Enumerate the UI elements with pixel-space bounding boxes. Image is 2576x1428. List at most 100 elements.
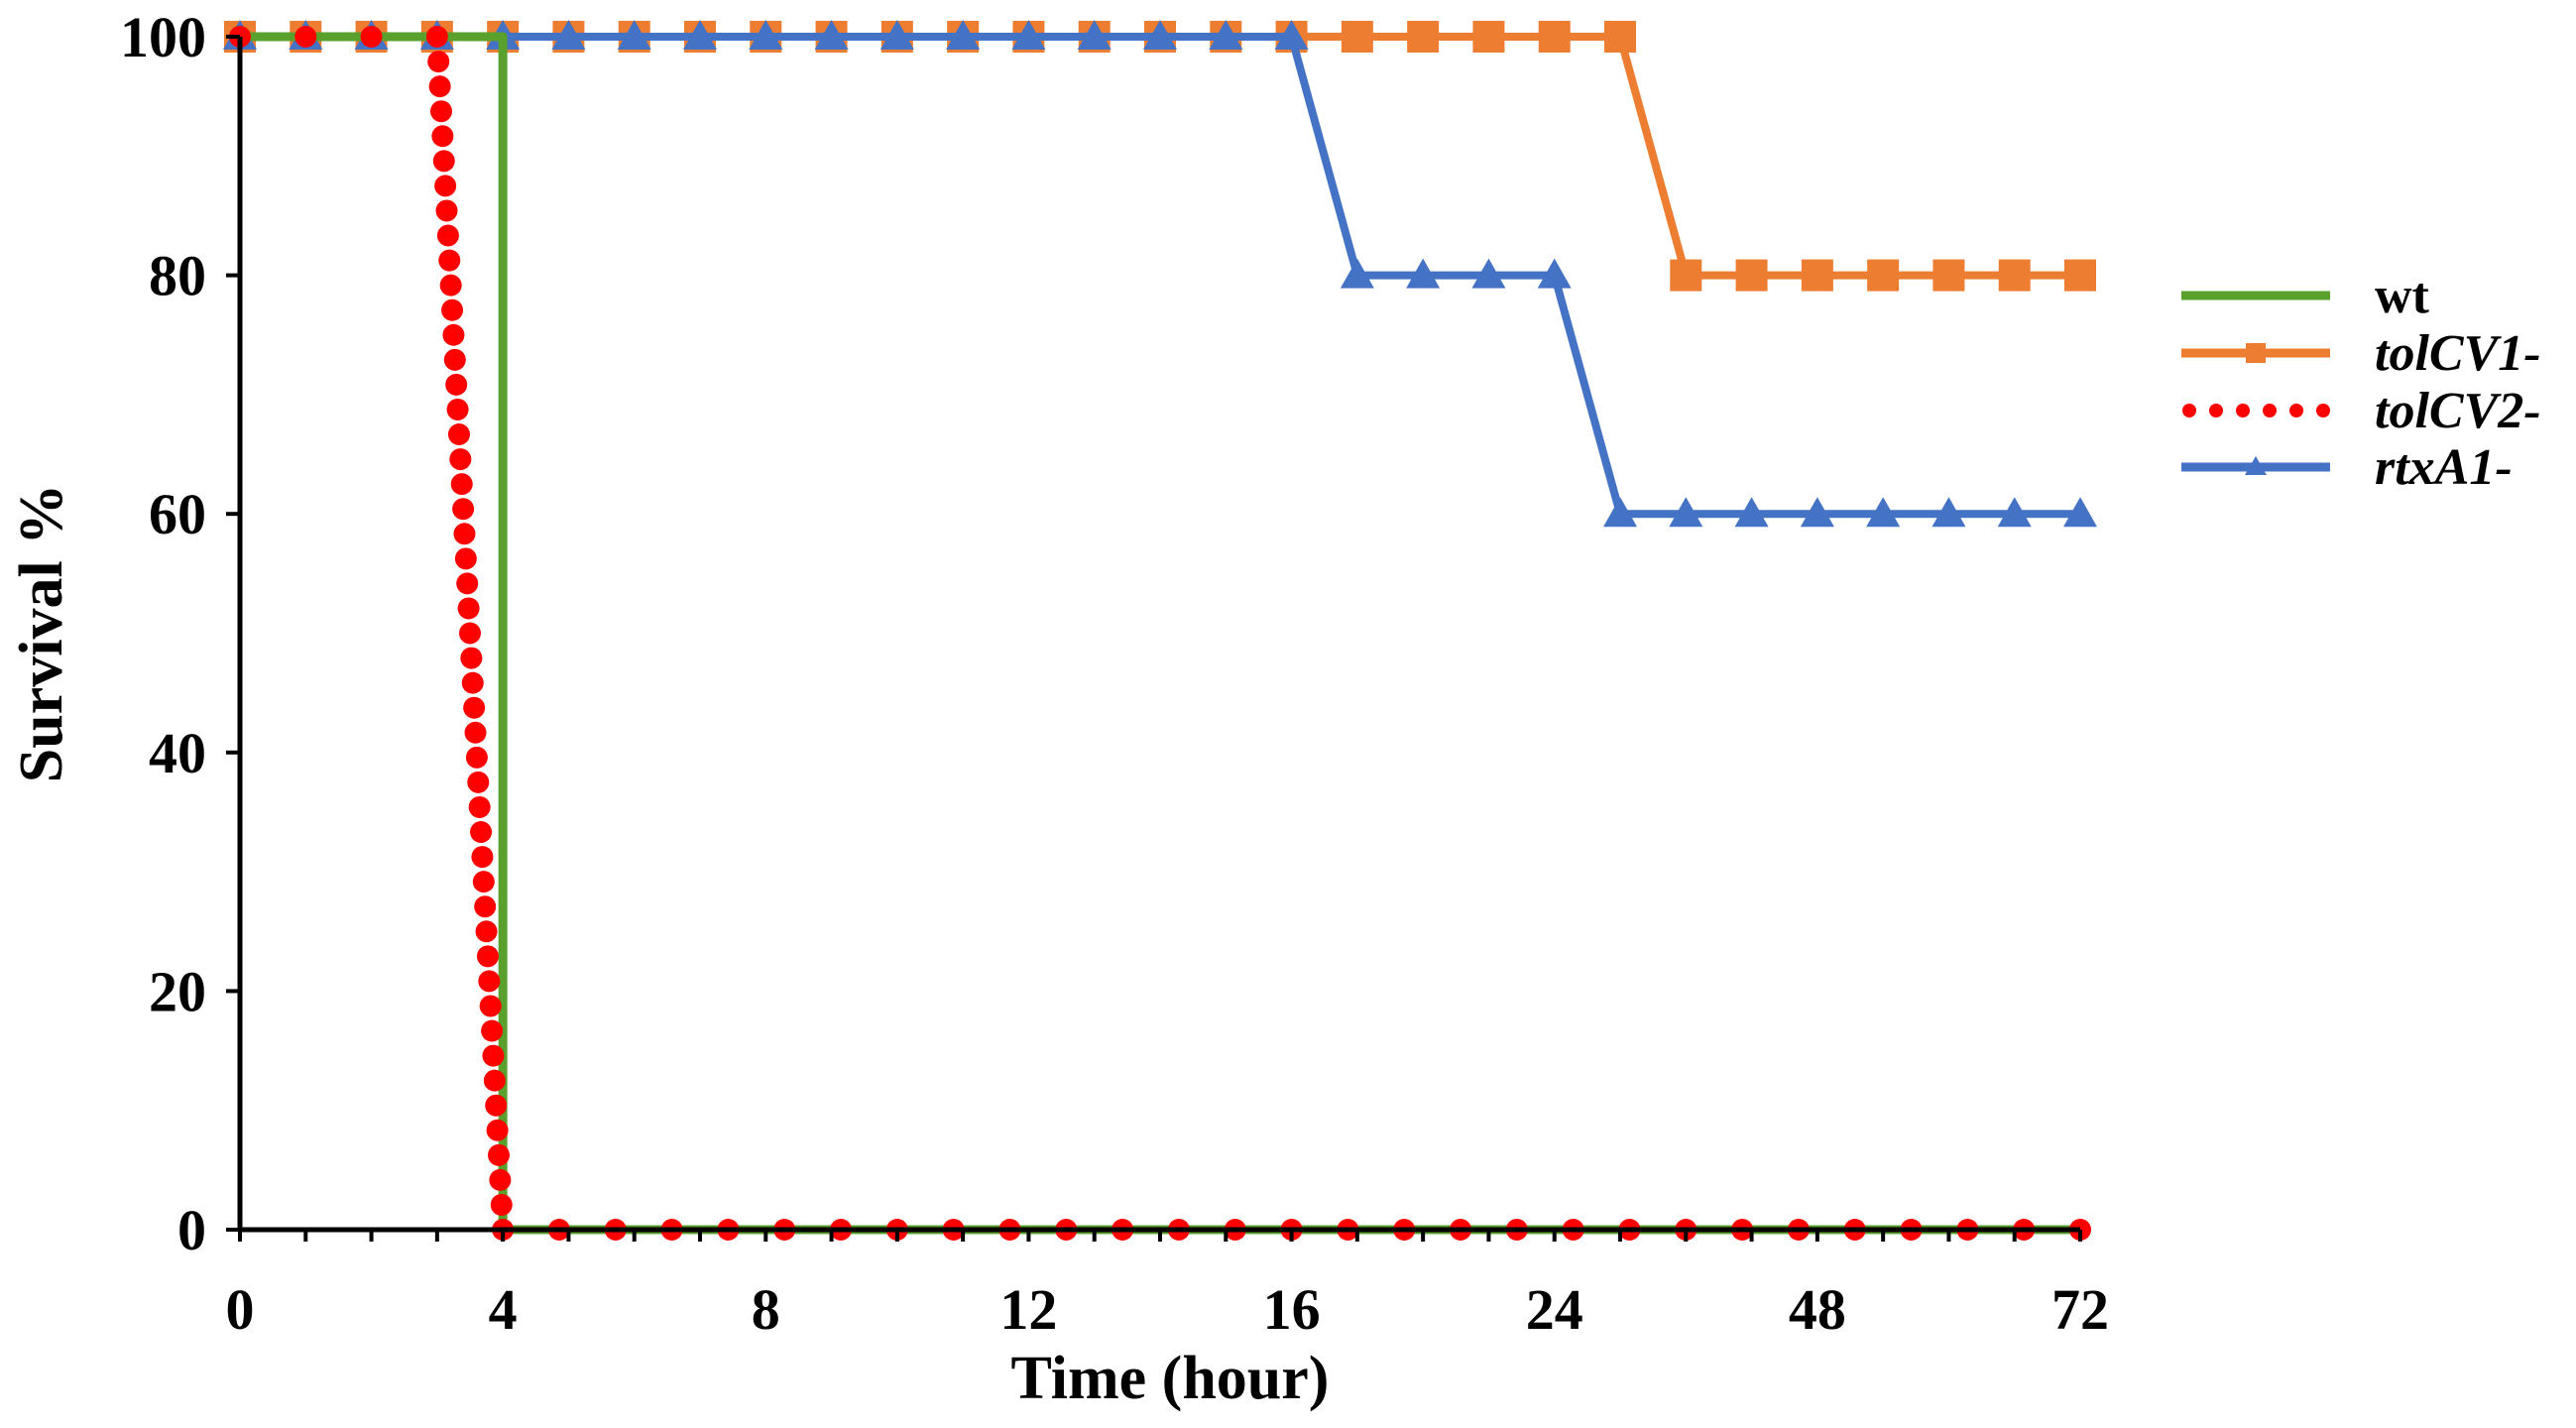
triangle-marker — [1340, 258, 1374, 289]
tolcv2-marker — [482, 1044, 505, 1067]
y-tick-label: 20 — [149, 959, 206, 1023]
tolcv2-marker — [443, 348, 466, 371]
tolcv2-marker — [485, 1094, 508, 1117]
series-wt — [240, 32, 2080, 1235]
tolcv2-marker — [483, 1069, 506, 1092]
triangle-marker — [1077, 20, 1112, 50]
tolcv2-marker — [450, 473, 473, 496]
tolcv2-marker — [476, 945, 499, 968]
tolcv2-marker — [481, 1019, 504, 1042]
tolcv2-marker — [475, 920, 498, 943]
legend-item-wt: wt — [2181, 268, 2430, 324]
y-tick-label: 60 — [149, 482, 206, 546]
square-marker — [1472, 21, 1505, 53]
tolcv2-marker — [432, 150, 455, 173]
triangle-marker — [1734, 497, 1769, 528]
tolcv2-marker — [486, 1119, 509, 1141]
tolcv2-marker — [428, 75, 451, 98]
triangle-marker — [683, 20, 717, 50]
triangle-marker — [1997, 497, 2032, 528]
x-axis-title: Time (hour) — [1011, 1345, 1330, 1412]
triangle-marker — [1537, 258, 1572, 289]
tolcv2-marker — [427, 51, 450, 73]
tolcv2-marker — [454, 547, 477, 570]
tolcv2-marker — [490, 1193, 513, 1216]
triangle-marker — [1011, 20, 1046, 50]
tolcv2-marker — [465, 746, 488, 769]
tolcv2-marker — [453, 523, 476, 545]
tolcv2-marker — [445, 373, 468, 396]
square-marker — [2064, 259, 2096, 292]
square-marker — [1801, 259, 1833, 292]
tolcv2-marker — [489, 1168, 512, 1191]
triangle-marker — [1143, 20, 1177, 50]
tolcv2-marker — [457, 597, 480, 620]
triangle-marker — [1209, 20, 1243, 50]
triangle-marker — [1669, 497, 1703, 528]
triangle-marker — [814, 20, 849, 50]
triangle-marker — [617, 20, 651, 50]
x-tick-label: 8 — [752, 1277, 780, 1342]
x-tick-label: 24 — [1526, 1277, 1583, 1342]
series-line — [240, 33, 2080, 280]
triangle-marker — [1932, 497, 1966, 528]
x-tick-label: 12 — [999, 1277, 1057, 1342]
tolcv2-marker — [434, 175, 457, 197]
x-tick-label: 72 — [2051, 1277, 2109, 1342]
legend-swatch-dot — [2263, 404, 2277, 417]
tolcv2-marker — [456, 572, 479, 595]
triangle-marker — [1274, 20, 1309, 50]
triangle-marker — [879, 20, 914, 50]
tolcv2-marker — [435, 199, 458, 222]
legend-swatch-dot — [2182, 404, 2196, 417]
tolcv2-marker — [294, 26, 317, 48]
tolcv2-marker — [438, 249, 461, 272]
legend-item-tolcv2: tolCV2- — [2182, 383, 2541, 439]
square-marker — [1341, 21, 1373, 53]
x-tick-label: 16 — [1263, 1277, 1321, 1342]
y-tick-label: 40 — [149, 721, 206, 785]
triangle-marker — [1800, 497, 1834, 528]
tolcv2-marker — [431, 125, 454, 148]
tolcv2-marker — [436, 224, 459, 247]
tolcv2-marker — [360, 26, 383, 48]
x-tick-label: 4 — [489, 1277, 518, 1342]
triangle-marker — [1471, 258, 1506, 289]
square-marker — [1932, 259, 1965, 292]
triangle-marker — [2063, 497, 2097, 528]
y-tick-label: 100 — [120, 5, 206, 69]
legend-swatch-dot — [2236, 404, 2250, 417]
legend-label: rtxA1- — [2375, 439, 2513, 496]
tolcv2-marker — [442, 323, 465, 346]
series-tolcv2 — [229, 26, 2091, 1241]
triangle-marker — [1866, 497, 1901, 528]
tolcv2-marker — [479, 995, 502, 1017]
tolcv2-marker — [478, 970, 501, 993]
x-tick-label: 48 — [1789, 1277, 1846, 1342]
square-marker — [1538, 21, 1571, 53]
legend-swatch-dot — [2289, 404, 2303, 417]
tolcv2-marker — [460, 647, 483, 669]
y-tick-label: 0 — [177, 1198, 206, 1262]
tolcv2-marker — [461, 671, 484, 694]
y-tick-label: 80 — [149, 244, 206, 308]
legend-swatch-marker — [2246, 343, 2266, 363]
tolcv2-marker — [471, 846, 494, 869]
series-layer — [223, 20, 2097, 1241]
square-marker — [1998, 259, 2031, 292]
tolcv2-marker — [467, 771, 490, 793]
tolcv2-marker — [472, 871, 495, 893]
square-marker — [1670, 259, 1702, 292]
square-marker — [1867, 259, 1900, 292]
tolcv2-marker — [470, 821, 493, 843]
legend-swatch-marker — [2245, 456, 2267, 475]
tolcv2-marker — [474, 895, 497, 918]
legend-swatch-dot — [2316, 404, 2330, 417]
x-tick-label: 0 — [226, 1277, 255, 1342]
legend-swatch-dot — [2209, 404, 2223, 417]
tolcv2-marker — [425, 26, 448, 48]
